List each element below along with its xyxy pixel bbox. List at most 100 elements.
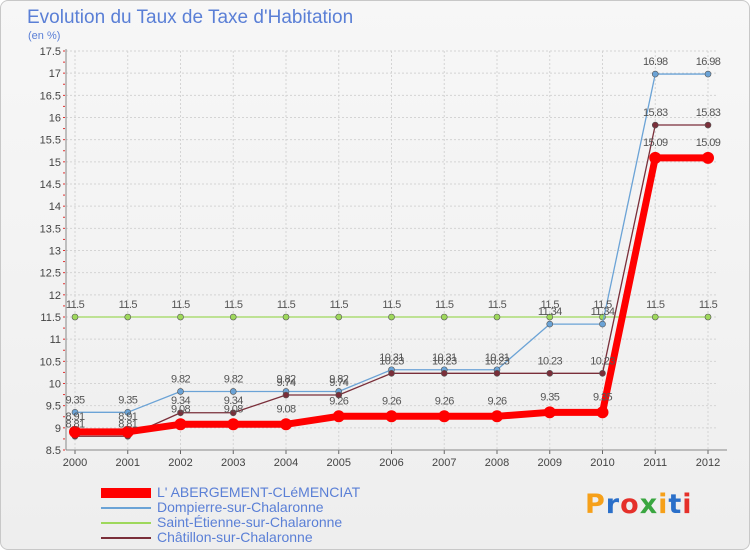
data-point	[229, 409, 237, 417]
data-label: 10.23	[432, 355, 457, 367]
logo-letter: i	[682, 489, 693, 520]
data-label: 9.08	[276, 403, 295, 415]
data-label: 11.5	[277, 299, 296, 311]
y-tick-label: 16	[49, 113, 61, 125]
data-label: 10.23	[590, 355, 615, 367]
data-point	[651, 70, 659, 78]
legend-label: Dompierre-sur-Chalaronne	[157, 499, 324, 515]
data-point	[599, 320, 606, 328]
y-tick-label: 8.5	[46, 445, 61, 457]
legend-swatch	[101, 487, 151, 498]
data-label: 10.23	[379, 355, 404, 367]
data-label: 8.81	[118, 418, 137, 430]
legend: L' ABERGEMENT-CLéMENCIAT Dompierre-sur-C…	[101, 485, 521, 545]
legend-swatch	[101, 506, 151, 509]
data-label: 15.83	[643, 107, 668, 119]
data-label: 9.34	[171, 395, 190, 407]
data-label: 10.31	[485, 352, 510, 364]
data-label: 11.5	[224, 299, 243, 311]
y-tick-label: 11	[50, 334, 61, 346]
y-tick-label: 10	[49, 379, 61, 391]
series-group	[69, 70, 714, 440]
data-label: 15.09	[643, 137, 668, 149]
data-point	[493, 313, 501, 321]
data-label: 9.08	[224, 403, 243, 415]
grid-lines	[66, 50, 717, 451]
legend-item: Châtillon-sur-Chalaronne	[101, 530, 521, 545]
x-tick-label: 2002	[168, 457, 192, 469]
data-point	[388, 313, 395, 321]
data-label: 15.09	[696, 137, 721, 149]
data-point	[438, 410, 451, 423]
y-tick-label: 12.5	[40, 268, 61, 280]
data-label: 11.34	[538, 306, 562, 318]
logo-letter: o	[620, 489, 640, 520]
data-point	[704, 121, 712, 129]
legend-item: Saint-Étienne-sur-Chalaronne	[101, 515, 521, 530]
y-tick-label: 9.5	[46, 401, 61, 413]
data-point	[227, 418, 240, 431]
x-tick-label: 2011	[643, 457, 667, 469]
y-tick-label: 15	[49, 157, 61, 169]
data-label: 11.5	[646, 299, 665, 311]
data-point	[596, 406, 609, 419]
data-label: 8.91	[118, 411, 137, 423]
data-point	[546, 320, 554, 328]
data-point	[69, 425, 81, 438]
y-tick-label: 11.5	[40, 312, 61, 324]
data-label: 9.35	[118, 394, 137, 406]
data-point	[543, 406, 556, 419]
y-tick-label: 13	[49, 246, 61, 258]
data-label: 11.5	[435, 299, 454, 311]
data-point	[280, 418, 292, 431]
legend-item: L' ABERGEMENT-CLéMENCIAT	[101, 485, 521, 500]
y-tick-label: 15.5	[40, 135, 61, 147]
data-point	[388, 370, 395, 377]
x-tick-label: 2004	[274, 457, 298, 469]
data-label: 9.74	[276, 377, 295, 389]
data-label: 9.82	[329, 373, 348, 385]
y-tick-label: 16.5	[40, 90, 61, 102]
data-point	[282, 313, 290, 321]
legend-label: Saint-Étienne-sur-Chalaronne	[157, 514, 343, 530]
data-point	[704, 70, 712, 78]
data-label: 9.82	[224, 373, 243, 385]
data-point	[124, 409, 132, 416]
legend-swatch	[101, 521, 151, 524]
data-label: 15.83	[696, 107, 721, 119]
data-point	[124, 313, 132, 321]
data-point	[546, 370, 554, 377]
data-label: 16.98	[696, 56, 721, 68]
data-label: 10.23	[537, 355, 562, 367]
data-label: 11.5	[382, 299, 401, 311]
data-label: 9.35	[540, 391, 559, 403]
x-tick-label: 2010	[590, 457, 614, 469]
data-label: 11.5	[330, 299, 349, 311]
data-point	[229, 313, 237, 321]
data-label: 11.5	[66, 299, 85, 311]
data-label: 11.5	[119, 299, 138, 311]
unit-label: (en %)	[28, 30, 61, 42]
data-label: 9.35	[65, 394, 84, 406]
logo-letter: t	[668, 489, 683, 520]
data-label: 11.34	[591, 306, 615, 318]
data-point	[177, 313, 184, 321]
data-point	[493, 370, 501, 377]
data-point	[332, 410, 345, 423]
data-point	[335, 313, 343, 321]
data-point	[177, 409, 184, 417]
data-label: 9.35	[593, 391, 612, 403]
data-point	[121, 425, 134, 438]
x-tick-label: 2012	[696, 457, 720, 469]
data-label: 9.74	[329, 377, 348, 389]
data-point	[177, 388, 184, 395]
data-point	[702, 151, 714, 164]
data-label: 11.5	[488, 299, 507, 311]
logo-letter: i	[658, 489, 669, 520]
x-tick-label: 2005	[327, 457, 351, 469]
data-label: 11.5	[541, 299, 560, 311]
legend-label: L' ABERGEMENT-CLéMENCIAT	[157, 484, 361, 500]
data-labels: 8.91 8.91 9.08 9.08 9.08 9.26 9.26 9.26 9.26 9.35…	[65, 56, 721, 430]
data-label: 11.5	[171, 299, 190, 311]
